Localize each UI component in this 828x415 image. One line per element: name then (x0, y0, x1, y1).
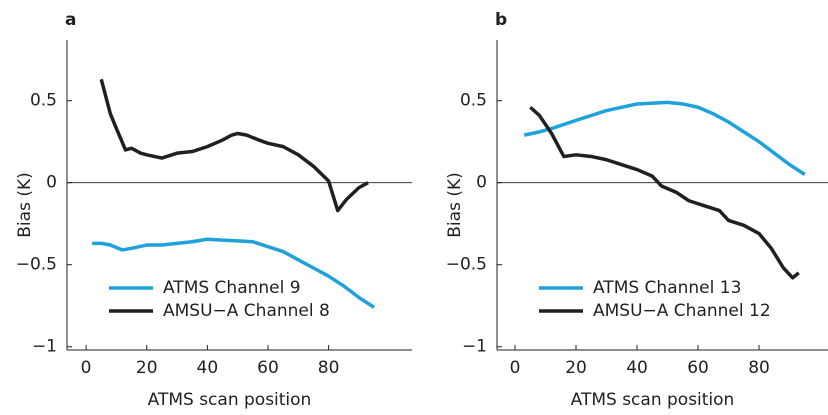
x-tick-label: 80 (318, 358, 340, 378)
x-tick-label: 40 (626, 358, 648, 378)
legend-label: ATMS Channel 13 (593, 278, 741, 298)
x-tick-label: 60 (687, 358, 709, 378)
data-line (92, 237, 376, 309)
legend-label: AMSU−A Channel 8 (163, 301, 330, 321)
panel-label: b (495, 10, 507, 30)
x-tick-label: 0 (81, 358, 92, 378)
data-line (99, 78, 369, 213)
x-axis-label: ATMS scan position (571, 390, 735, 410)
y-tick-label: −1 (32, 337, 57, 357)
x-axis-label: ATMS scan position (148, 390, 312, 410)
x-tick-label: 20 (136, 358, 158, 378)
y-tick-label: 0.5 (460, 91, 487, 111)
y-tick-label: 0 (46, 173, 57, 193)
x-tick-label: 0 (510, 358, 521, 378)
y-tick-label: 0.5 (30, 91, 57, 111)
y-tick-label: 0 (476, 173, 487, 193)
x-tick-label: 20 (565, 358, 587, 378)
panel-label: a (65, 10, 76, 30)
data-line (529, 105, 800, 280)
y-tick-label: −0.5 (16, 255, 57, 275)
y-axis-label: Bias (K) (15, 172, 35, 237)
x-tick-label: 40 (197, 358, 219, 378)
y-tick-label: −0.5 (446, 255, 487, 275)
y-axis-label: Bias (K) (445, 172, 465, 237)
y-tick-label: −1 (462, 337, 487, 357)
data-line (523, 100, 806, 176)
x-tick-label: 60 (257, 358, 279, 378)
legend-label: ATMS Channel 9 (163, 278, 301, 298)
x-tick-label: 80 (748, 358, 770, 378)
legend-label: AMSU−A Channel 12 (593, 301, 771, 321)
